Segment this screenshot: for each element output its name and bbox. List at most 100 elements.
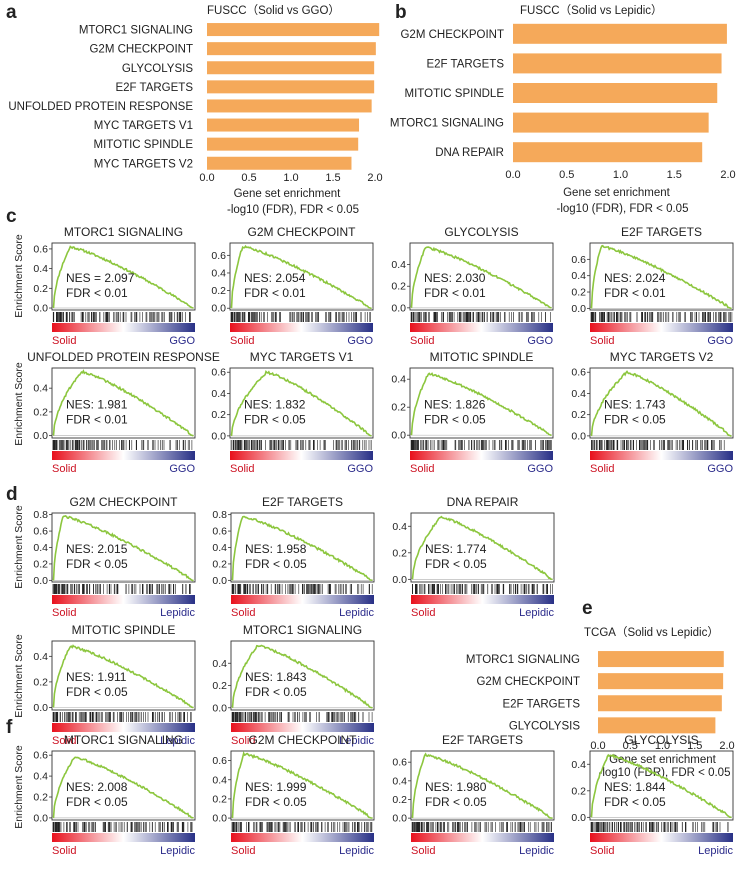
bar-b-3	[513, 112, 709, 133]
y-tick-f-2-0: 0.0	[392, 813, 407, 825]
plot-frame-c-1	[229, 242, 374, 311]
y-tick-c-4-0: 0.0	[33, 430, 48, 442]
plot-title-c-4: UNFOLDED PROTEIN RESPONSE	[27, 350, 220, 364]
category-label-a-2: GLYCOLYSIS	[122, 63, 193, 75]
y-tick-c-1-2: 0.4	[211, 267, 226, 279]
fdr-value-d-1: FDR < 0.05	[245, 557, 307, 571]
x-tick-a-0: 0.0	[199, 172, 214, 184]
x-axis-subtitle-e: -log10 (FDR), FDR < 0.05	[599, 767, 731, 779]
left-label-c-7: Solid	[590, 463, 614, 475]
right-label-c-2: GGO	[527, 335, 553, 347]
plot-title-c-1: G2M CHECKPOINT	[247, 225, 356, 239]
right-label-f-2: Lepidic	[519, 845, 554, 857]
fdr-value-f-2: FDR < 0.05	[425, 795, 487, 809]
category-label-e-1: G2M CHECKPOINT	[476, 676, 580, 688]
hit-barcode-d-2	[411, 584, 553, 594]
category-label-b-0: G2M CHECKPOINT	[400, 29, 504, 41]
plot-frame-d-4	[230, 640, 375, 711]
y-tick-d-4-0: 0.0	[212, 702, 227, 714]
enrichment-curve-d-2	[411, 515, 553, 581]
nes-value-c-1: NES: 2.054	[244, 271, 306, 285]
plot-title-c-3: E2F TARGETS	[621, 225, 702, 239]
x-tick-b-3: 1.5	[667, 169, 682, 181]
plot-title-d-1: E2F TARGETS	[262, 495, 343, 509]
enrichment-curve-c-4	[52, 369, 194, 437]
gsea-plot-d-1: 0.0 0.2 0.4 0.6 0.8 Solid Lepidic NES: 1.958FDR…	[212, 495, 374, 619]
plot-title-c-7: MYC TARGETS V2	[610, 350, 714, 364]
fdr-value-f-1: FDR < 0.05	[245, 795, 307, 809]
y-tick-c-7-2: 0.4	[571, 388, 586, 400]
nes-value-d-0: NES: 2.015	[66, 542, 128, 556]
plot-title-f-2: E2F TARGETS	[442, 733, 523, 747]
y-tick-c-1-1: 0.2	[211, 285, 226, 297]
left-label-c-3: Solid	[590, 335, 614, 347]
rank-gradient-c-2	[410, 323, 553, 332]
plot-frame-c-2	[409, 242, 554, 311]
panel-letter-d: d	[6, 484, 18, 505]
left-label-f-3: Solid	[590, 845, 614, 857]
fdr-value-c-7: FDR < 0.05	[604, 413, 666, 427]
plot-title-d-2: DNA REPAIR	[447, 495, 519, 509]
fdr-value-d-4: FDR < 0.05	[245, 685, 307, 699]
nes-value-d-4: NES: 1.843	[245, 670, 307, 684]
rank-gradient-c-3	[590, 323, 733, 332]
y-tick-f-2-2: 0.4	[392, 775, 407, 787]
nes-value-d-1: NES: 1.958	[245, 542, 307, 556]
y-tick-c-6-0: 0.0	[391, 430, 406, 442]
left-label-f-2: Solid	[411, 845, 435, 857]
gsea-plot-d-0: 0.0 0.2 0.4 0.6 0.8 Solid Lepidic NES: 2.015FDR…	[33, 495, 195, 619]
plot-frame-c-7	[589, 367, 734, 439]
y-tick-c-5-1: 0.2	[211, 409, 226, 421]
rank-gradient-d-0	[52, 595, 195, 604]
nes-value-c-7: NES: 1.743	[604, 398, 666, 412]
left-label-c-0: Solid	[52, 335, 76, 347]
x-axis-subtitle-a: -log10 (FDR), FDR < 0.05	[227, 204, 359, 216]
left-label-c-1: Solid	[230, 335, 254, 347]
y-tick-d-2-2: 0.4	[392, 521, 407, 533]
bar-a-5	[207, 118, 360, 132]
right-label-c-7: GGO	[707, 463, 733, 475]
plot-frame-f-1	[230, 750, 375, 821]
category-label-a-6: MITOTIC SPINDLE	[94, 139, 194, 151]
nes-value-f-0: NES: 2.008	[66, 780, 128, 794]
left-label-d-4: Solid	[231, 735, 255, 747]
fdr-value-d-3: FDR < 0.05	[66, 685, 128, 699]
bar-chart-b: b FUSCC（Solid vs Lepidic） G2M CHECKPOINT E2…	[390, 2, 736, 215]
y-tick-f-1-0: 0.0	[212, 813, 227, 825]
y-tick-d-2-0: 0.0	[392, 574, 407, 586]
y-axis-title-d: Enrichment Score	[13, 505, 25, 589]
y-tick-d-4-2: 0.4	[212, 658, 227, 670]
plot-title-c-5: MYC TARGETS V1	[250, 350, 354, 364]
nes-value-f-3: NES: 1.844	[604, 780, 666, 794]
y-tick-c-6-1: 0.2	[391, 402, 406, 414]
plot-frame-c-3	[589, 242, 734, 311]
hit-barcode-f-2	[411, 822, 553, 832]
bar-b-4	[513, 142, 703, 163]
plot-frame-f-0	[51, 750, 196, 821]
nes-value-c-4: NES: 1.981	[66, 398, 128, 412]
right-label-c-4: GGO	[169, 463, 195, 475]
y-tick-d-0-0: 0.0	[33, 575, 48, 587]
y-tick-d-0-3: 0.6	[33, 526, 48, 538]
enrichment-curve-c-2	[410, 246, 552, 309]
bar-chart-a: a FUSCC（Solid vs GGO） MTORC1 SIGNALING G2M …	[6, 2, 383, 216]
fdr-value-d-0: FDR < 0.05	[66, 557, 128, 571]
x-tick-b-2: 1.0	[613, 169, 628, 181]
rank-gradient-f-0	[52, 833, 195, 842]
panel-letter-a: a	[6, 2, 17, 23]
fdr-value-c-6: FDR < 0.05	[424, 413, 486, 427]
plot-frame-f-2	[410, 750, 555, 821]
x-tick-b-4: 2.0	[720, 169, 735, 181]
right-label-f-0: Lepidic	[160, 845, 195, 857]
fdr-value-c-5: FDR < 0.05	[244, 413, 306, 427]
enrichment-curve-d-0	[52, 515, 194, 582]
plot-title-f-0: MTORC1 SIGNALING	[64, 733, 183, 747]
left-label-f-1: Solid	[231, 845, 255, 857]
